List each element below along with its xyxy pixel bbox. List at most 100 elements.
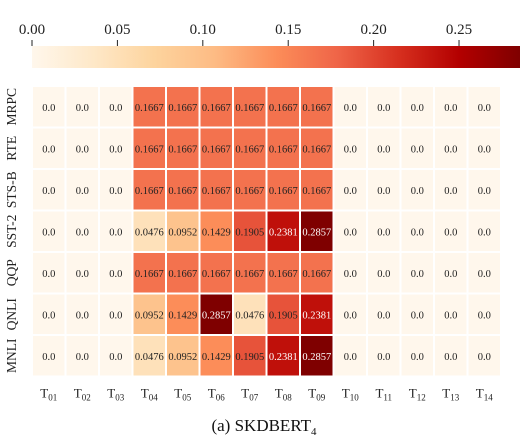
row-label: QNLI	[4, 298, 19, 331]
cell-value-label: 0.0	[377, 227, 390, 238]
cell-value-label: 0.1667	[302, 269, 331, 280]
cell-value-label: 0.0	[76, 352, 89, 363]
heatmap-cell	[234, 170, 266, 210]
cell-value-label: 0.1667	[135, 186, 164, 197]
cell-value-label: 0.0	[411, 144, 424, 155]
cell-value-label: 0.0952	[168, 227, 197, 238]
cell-value-label: 0.0	[377, 186, 390, 197]
heatmap-cell	[66, 253, 98, 293]
cell-value-label: 0.1429	[202, 352, 231, 363]
heatmap-cell	[435, 336, 467, 376]
cell-value-label: 0.0476	[135, 352, 164, 363]
column-labels: T01 T02 T03 T04 T05 T06 T07 T08 T09 T10 T11 T12 T13 T…	[40, 386, 493, 403]
cell-value-label: 0.0	[109, 227, 122, 238]
cell-value-label: 0.1667	[302, 144, 331, 155]
heatmap-cell	[167, 294, 199, 334]
heatmap-cell	[133, 336, 165, 376]
cell-value-label: 0.0	[478, 269, 491, 280]
heatmap-cell	[167, 170, 199, 210]
cell-value-label: 0.0	[444, 310, 457, 321]
cell-value-label: 0.0	[478, 103, 491, 114]
heatmap-cell	[33, 87, 65, 127]
row-label: MRPC	[4, 88, 19, 126]
cell-value-label: 0.2381	[269, 227, 298, 238]
column-label: T14	[476, 386, 493, 403]
cell-value-label: 0.1429	[202, 227, 231, 238]
colorbar-tick-label: 0.05	[104, 22, 130, 38]
cell-value-label: 0.0476	[235, 310, 264, 321]
heatmap-cell	[267, 128, 299, 168]
cell-value-label: 0.0	[377, 352, 390, 363]
cell-value-label: 0.0476	[135, 227, 164, 238]
row-labels: MRPC RTE STS-B SST-2 QQP QNLI MNLI	[4, 88, 19, 373]
heatmap-cell	[234, 128, 266, 168]
column-label: T08	[275, 386, 292, 403]
heatmap-cell	[401, 128, 433, 168]
heatmap-cell	[267, 336, 299, 376]
cell-value-label: 0.0	[478, 310, 491, 321]
heatmap-cell	[200, 170, 232, 210]
heatmap-cell	[468, 211, 500, 251]
cell-value-label: 0.0	[344, 269, 357, 280]
cell-value-label: 0.2857	[302, 227, 331, 238]
heatmap-cell	[133, 294, 165, 334]
cell-value-label: 0.0	[109, 352, 122, 363]
heatmap-cell	[368, 253, 400, 293]
column-label: T10	[342, 386, 359, 403]
cell-value-label: 0.1667	[202, 186, 231, 197]
colorbar-gradient	[32, 46, 520, 68]
heatmap-cell	[33, 170, 65, 210]
heatmap-cell	[133, 170, 165, 210]
cell-value-label: 0.0	[42, 103, 55, 114]
heatmap-cell	[133, 87, 165, 127]
column-label: T06	[208, 386, 225, 403]
heatmap-cell	[301, 294, 333, 334]
heatmap-cell	[267, 211, 299, 251]
cell-value-label: 0.1905	[269, 310, 298, 321]
cell-value-label: 0.1667	[269, 103, 298, 114]
cell-value-label: 0.0	[444, 352, 457, 363]
cell-value-label: 0.0	[377, 310, 390, 321]
cell-value-label: 0.0	[344, 227, 357, 238]
heatmap-cell	[435, 87, 467, 127]
cell-value-label: 0.0	[76, 103, 89, 114]
heatmap-cell	[435, 294, 467, 334]
heatmap-cell	[100, 211, 132, 251]
cell-value-label: 0.0	[109, 186, 122, 197]
column-label: T01	[40, 386, 57, 403]
heatmap-cells: 0.0 0.0 0.0 0.1667 0.1667 0.1667 0.1667 0.1667 0…	[33, 87, 500, 376]
colorbar-tick-label: 0.00	[19, 22, 45, 38]
cell-value-label: 0.0952	[135, 310, 164, 321]
column-label: T07	[241, 386, 258, 403]
heatmap-cell	[334, 170, 366, 210]
heatmap-cell	[66, 294, 98, 334]
cell-value-label: 0.1667	[135, 269, 164, 280]
column-label: T02	[74, 386, 91, 403]
cell-value-label: 0.1667	[269, 269, 298, 280]
heatmap-cell	[468, 294, 500, 334]
heatmap-cell	[334, 211, 366, 251]
heatmap-cell	[435, 253, 467, 293]
heatmap-cell	[401, 336, 433, 376]
cell-value-label: 0.1667	[302, 186, 331, 197]
heatmap-cell	[468, 336, 500, 376]
heatmap-cell	[435, 170, 467, 210]
heatmap-cell	[368, 336, 400, 376]
cell-value-label: 0.0	[411, 352, 424, 363]
cell-value-label: 0.1667	[135, 144, 164, 155]
heatmap-cell	[33, 253, 65, 293]
heatmap-cell	[200, 294, 232, 334]
heatmap-cell	[368, 87, 400, 127]
cell-value-label: 0.0	[76, 269, 89, 280]
cell-value-label: 0.0	[411, 103, 424, 114]
heatmap-cell	[468, 253, 500, 293]
cell-value-label: 0.1667	[202, 269, 231, 280]
heatmap-cell	[301, 128, 333, 168]
cell-value-label: 0.2857	[302, 352, 331, 363]
heatmap-cell	[100, 128, 132, 168]
heatmap-cell	[66, 87, 98, 127]
cell-value-label: 0.0	[109, 310, 122, 321]
cell-value-label: 0.0	[411, 186, 424, 197]
heatmap-cell	[133, 128, 165, 168]
